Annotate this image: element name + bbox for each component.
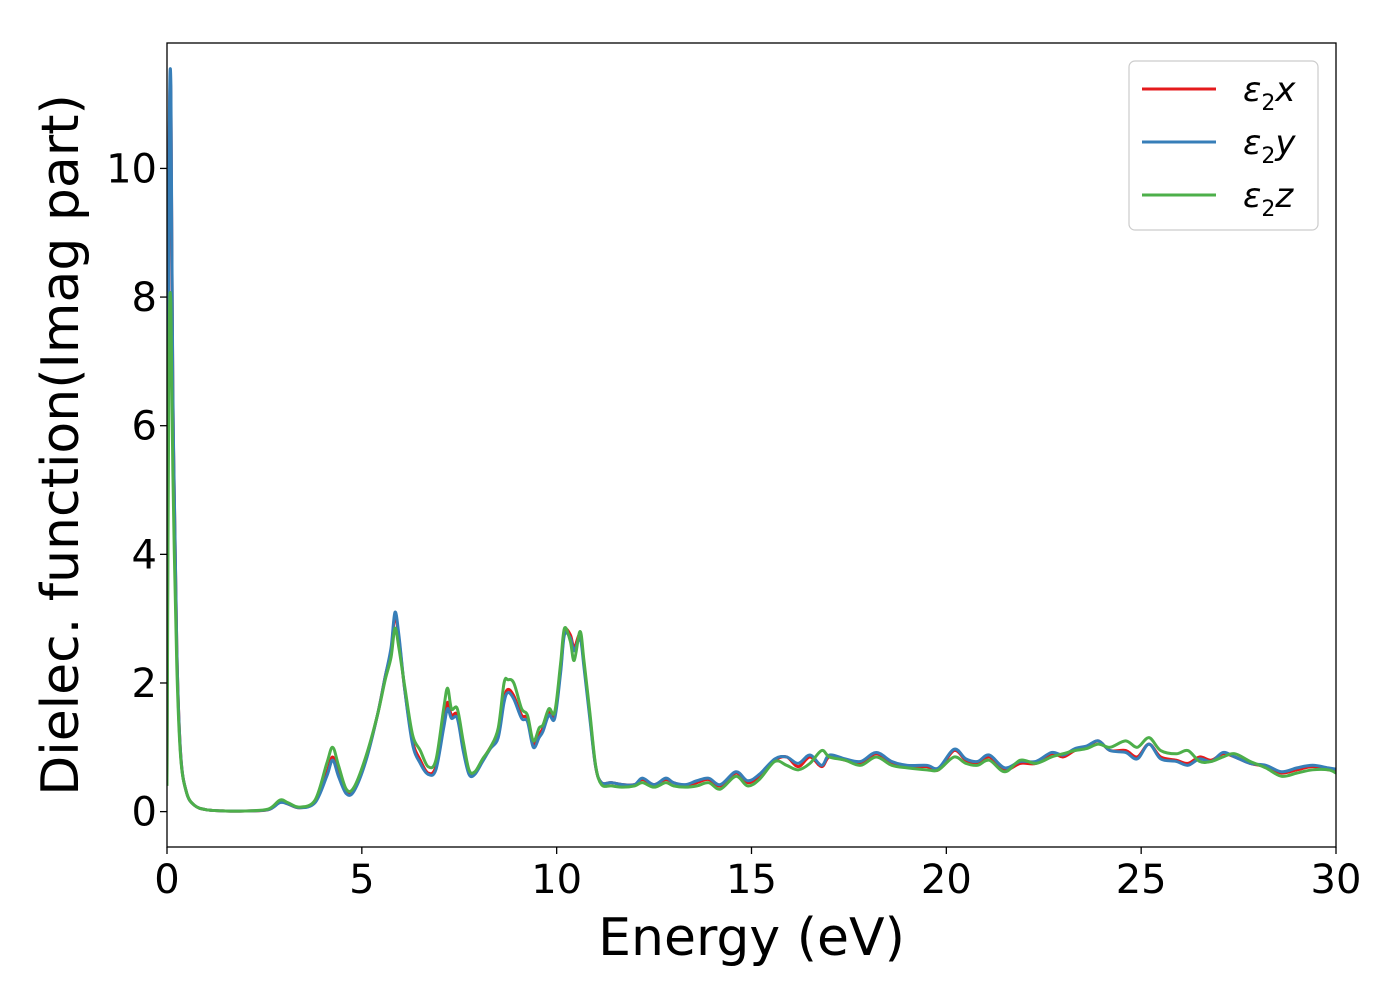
legend-items: ε2x ε2y ε2z [1142,70,1296,222]
legend-label-y: ε2y [1243,123,1296,169]
plot-lines [167,67,1336,813]
x-tick-label: 30 [1311,857,1362,903]
legend-label-z: ε2z [1243,176,1294,222]
legend: ε2x ε2y ε2z [1128,60,1319,231]
y-tick-label: 8 [132,275,157,321]
x-tick-label: 5 [349,857,374,903]
y-axis-label: Dielec. function(Imag part) [31,94,91,796]
series-line-z [167,291,1336,813]
legend-box [1128,60,1319,231]
x-tick-label: 15 [726,857,777,903]
y-tick-label: 6 [132,404,157,450]
y-tick-label: 4 [132,532,157,578]
x-tick-label: 10 [531,857,582,903]
y-tick-label: 2 [132,661,157,707]
legend-label-x: ε2x [1243,70,1296,116]
x-tick-label: 25 [1116,857,1167,903]
x-axis-ticks: 0 5 10 15 20 25 30 [154,847,1361,903]
y-tick-label: 10 [106,146,157,192]
y-tick-label: 0 [132,790,157,836]
x-tick-label: 20 [921,857,972,903]
y-axis-ticks: 0 2 4 6 8 10 [106,146,167,836]
x-axis-label: Energy (eV) [598,908,905,968]
x-tick-label: 0 [154,857,179,903]
